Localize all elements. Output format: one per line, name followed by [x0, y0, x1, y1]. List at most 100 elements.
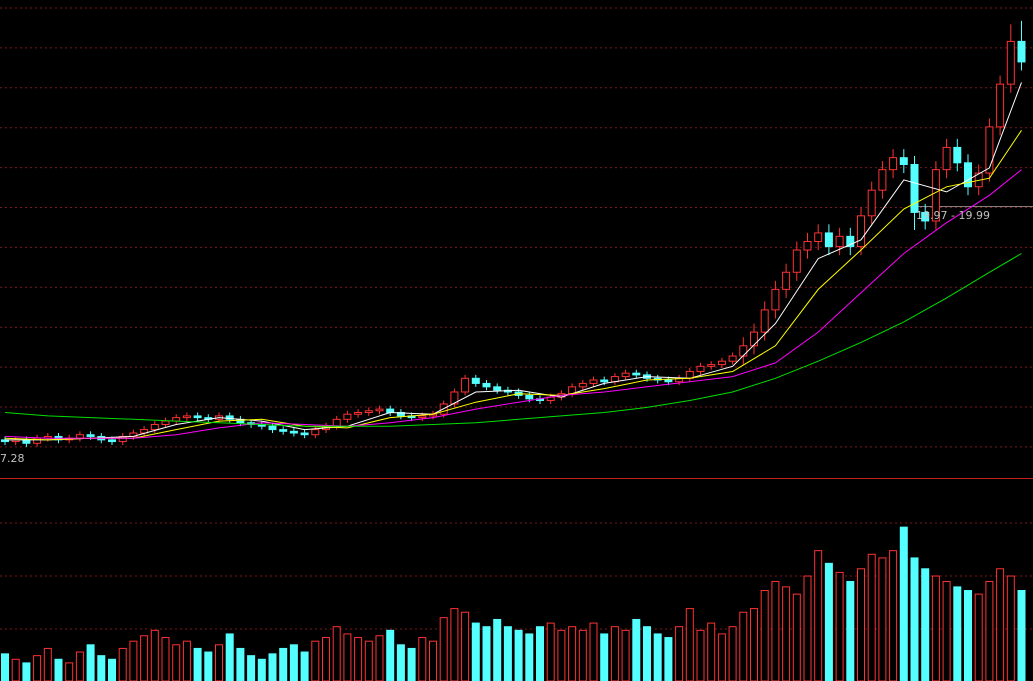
volume-bar: [268, 653, 277, 681]
candle-body: [418, 415, 427, 419]
volume-bar: [172, 644, 181, 681]
low-label: 7.28: [0, 452, 25, 465]
candle-body: [750, 331, 758, 347]
volume-bar: [525, 633, 534, 681]
candle-body: [846, 235, 855, 248]
volume-bar: [643, 626, 651, 681]
volume-bar: [632, 618, 641, 681]
volume-bar: [429, 640, 437, 681]
candle-body: [985, 126, 994, 174]
volume-bar: [589, 622, 598, 681]
volume-bar: [835, 571, 844, 681]
volume-bar: [300, 651, 309, 681]
candle-body: [482, 382, 491, 388]
candle-body: [771, 288, 780, 311]
candle-body: [493, 386, 502, 391]
volume-bar: [717, 633, 726, 681]
candle-body: [1006, 40, 1015, 85]
candle-body: [717, 360, 726, 366]
volume-bar: [771, 580, 780, 681]
volume-bar: [161, 637, 170, 681]
candle-body: [108, 439, 116, 443]
volume-bar: [889, 550, 898, 681]
volume-bar: [354, 637, 363, 681]
volume-bar: [696, 629, 705, 681]
candle-body: [86, 434, 95, 437]
candle-body: [707, 364, 716, 367]
candle-body: [600, 379, 609, 383]
volume-bar: [1006, 575, 1015, 681]
volume-bar: [760, 590, 769, 681]
candle-body: [578, 382, 587, 388]
volume-bar: [43, 647, 52, 681]
volume-bar: [578, 629, 587, 681]
volume-bar: [621, 629, 630, 681]
candle-body: [1017, 40, 1026, 63]
volume-bar: [450, 608, 459, 681]
candle-body: [589, 379, 598, 384]
candle-body: [182, 415, 191, 419]
volume-bar: [824, 562, 833, 681]
volume-bar: [193, 647, 202, 681]
candle-body: [728, 355, 737, 362]
volume-bar: [568, 626, 577, 681]
volume-bar: [792, 593, 801, 681]
candle-body: [964, 162, 972, 188]
volume-bar: [118, 647, 127, 681]
volume-bar: [921, 568, 930, 681]
volume-bar: [664, 637, 673, 681]
candle-body: [942, 146, 951, 171]
candle-body: [225, 415, 234, 420]
candle-body: [899, 157, 908, 166]
volume-bar: [22, 662, 31, 681]
volume-bar: [514, 629, 523, 681]
candle-body: [696, 365, 705, 372]
candle-body: [953, 146, 962, 164]
volume-bar: [964, 590, 972, 681]
volume-bar: [503, 626, 512, 681]
volume-bar: [985, 580, 994, 681]
candle-body: [343, 413, 352, 420]
range-label: 19.97 - 19.99: [916, 209, 990, 222]
candle-body: [632, 372, 641, 376]
volume-bar: [750, 608, 758, 681]
volume-bar: [54, 658, 63, 681]
volume-bar: [996, 568, 1005, 681]
volume-bar: [931, 575, 940, 681]
volume-bar: [974, 593, 983, 681]
volume-bar: [129, 640, 138, 681]
volume-bar: [257, 658, 266, 681]
candle-body: [803, 240, 812, 251]
volume-bar: [493, 618, 502, 681]
candle-body: [268, 425, 277, 431]
volume-bar: [846, 580, 855, 681]
volume-bar: [942, 580, 951, 681]
volume-bar: [439, 617, 448, 681]
candle-body: [621, 372, 630, 378]
volume-bar: [215, 644, 223, 681]
candle-body: [354, 411, 363, 415]
volume-bar: [289, 644, 298, 681]
moving-average-line: [4, 169, 1022, 439]
candle-body: [311, 429, 320, 436]
volume-bar: [899, 526, 908, 681]
volume-bar: [140, 635, 149, 681]
volume-bar: [236, 647, 245, 681]
candle-body: [739, 345, 748, 357]
volume-bar: [343, 633, 352, 681]
volume-bar: [557, 629, 566, 681]
volume-bar: [461, 611, 470, 681]
volume-bar: [910, 557, 919, 681]
candle-body: [857, 215, 865, 248]
candle-body: [835, 235, 844, 248]
volume-bar: [65, 662, 74, 681]
volume-bar: [407, 647, 416, 681]
volume-bar: [653, 633, 662, 681]
candle-body: [161, 420, 170, 425]
moving-average-line: [5, 82, 1022, 441]
candle-body: [664, 379, 673, 383]
volume-bar: [728, 626, 737, 681]
candle-body: [375, 408, 384, 412]
